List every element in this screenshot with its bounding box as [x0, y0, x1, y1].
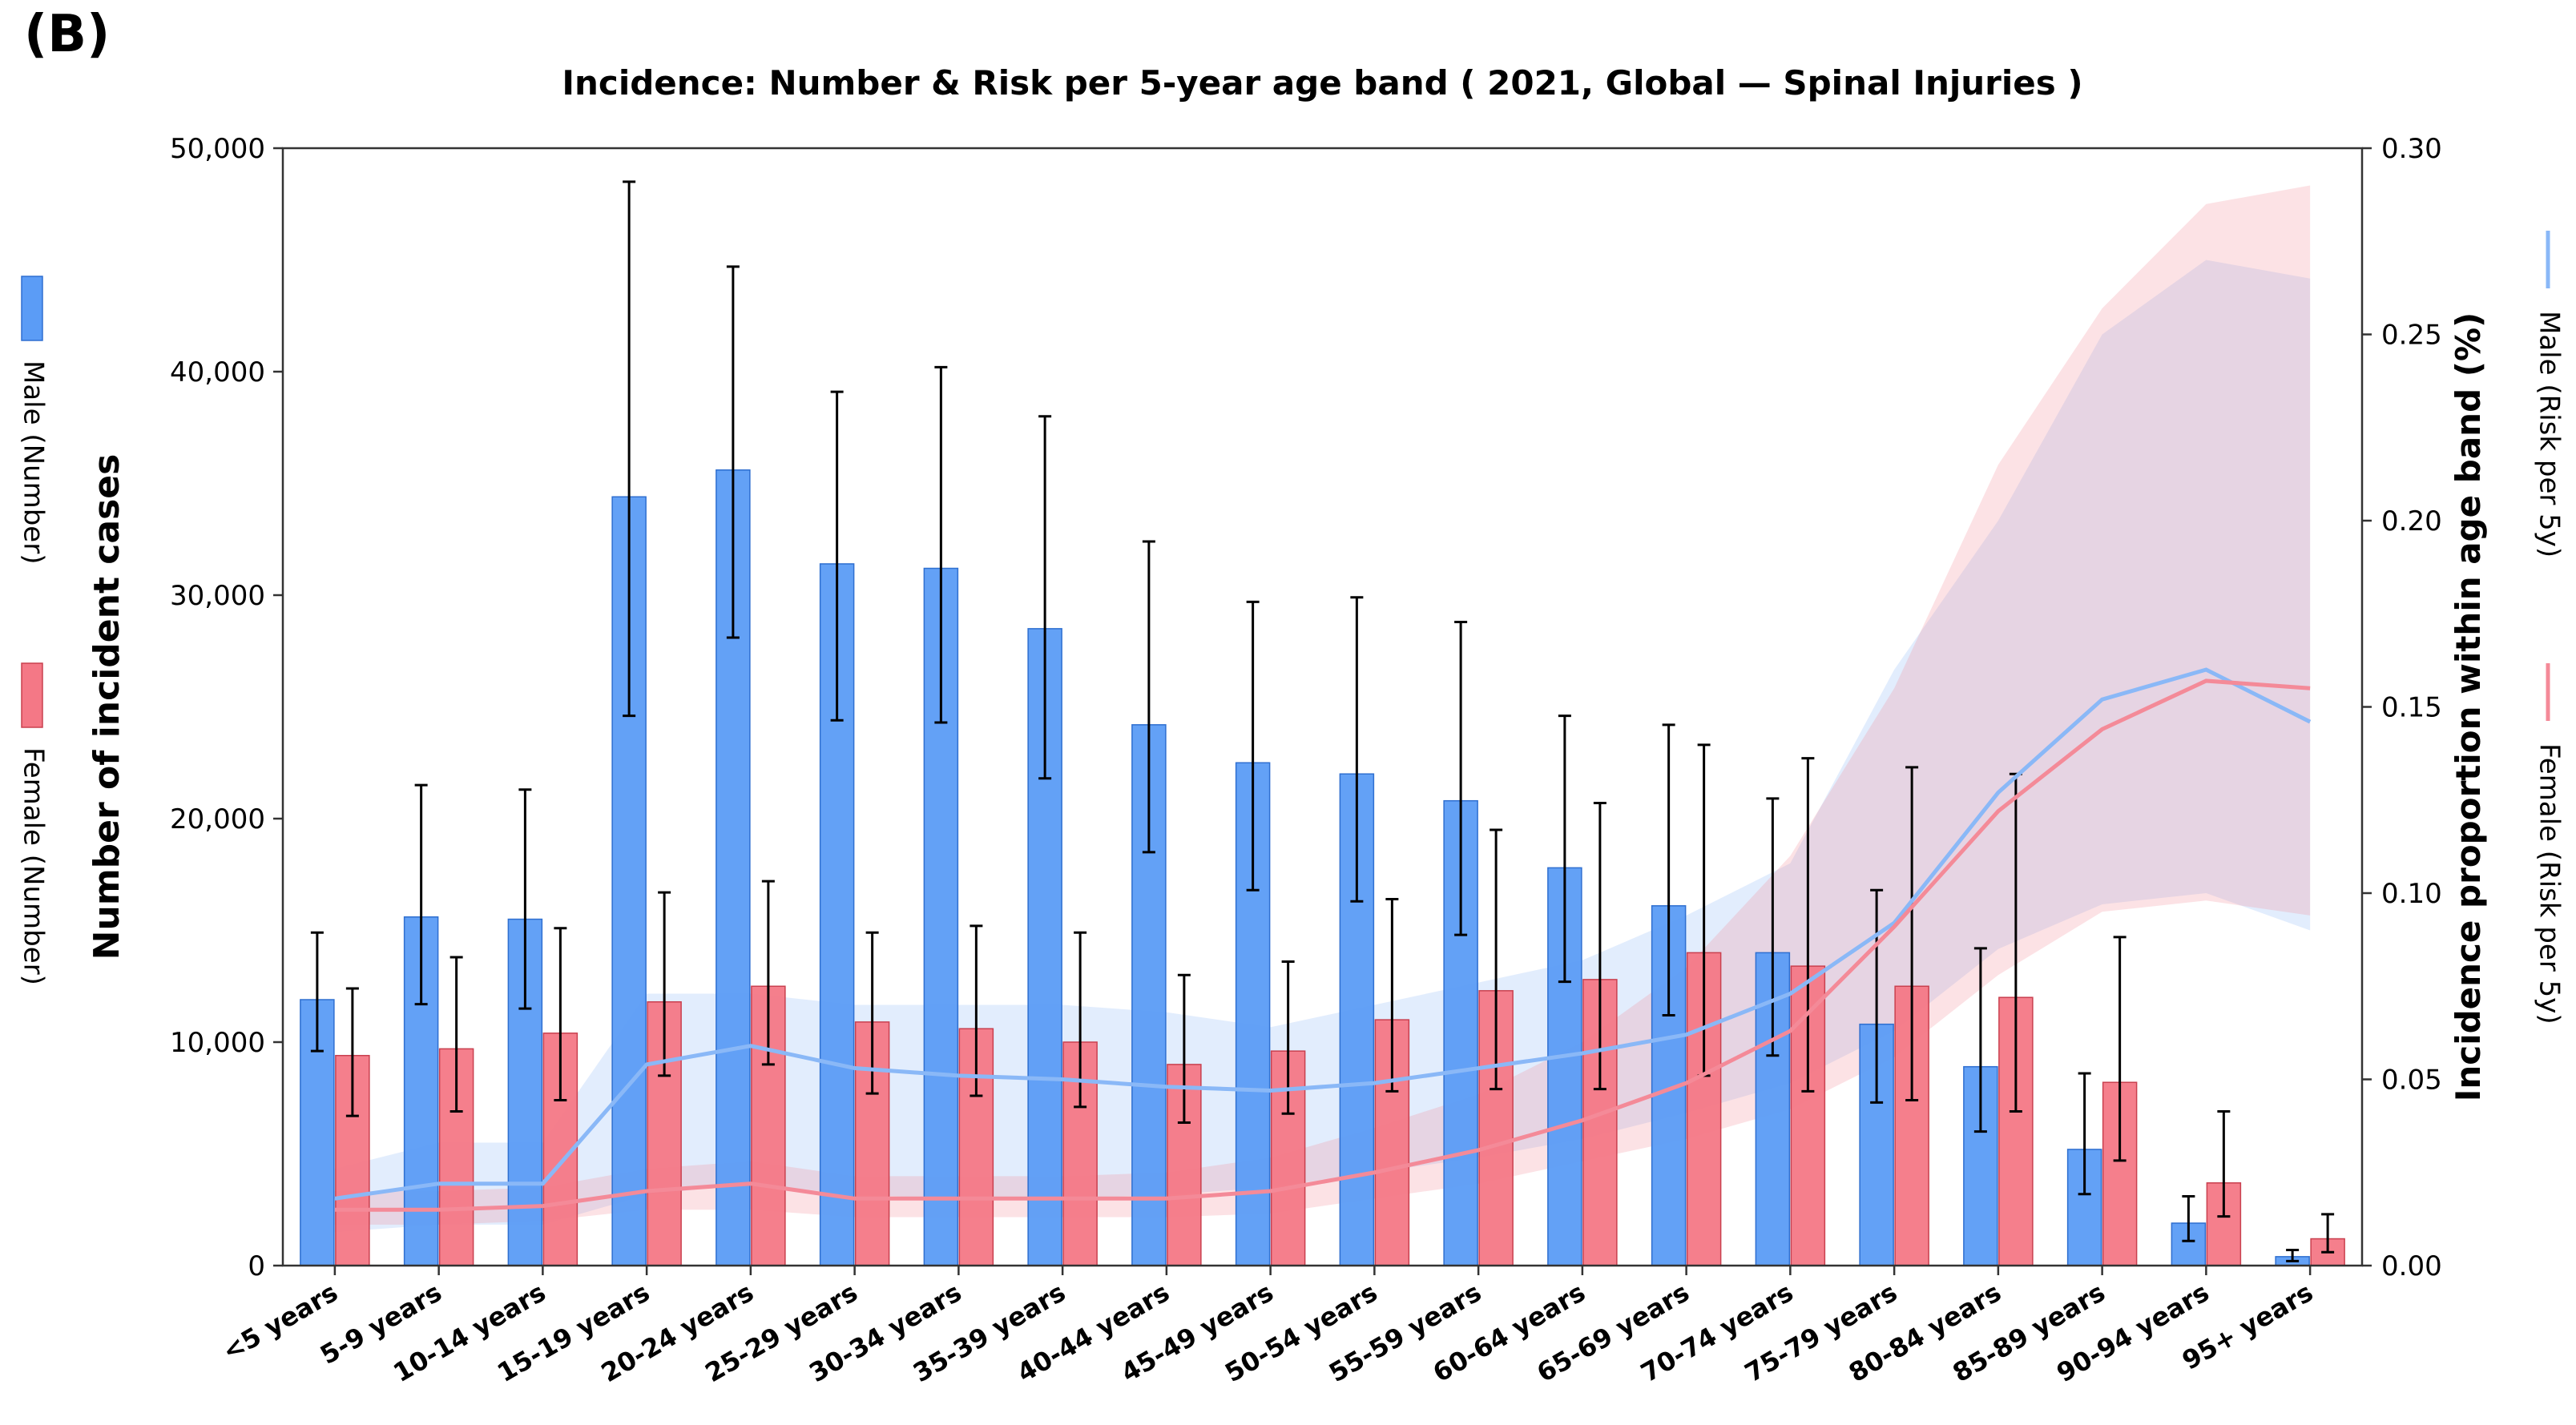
y2-tick-label: 0.00: [2381, 1250, 2442, 1282]
female-legend-label: Female (Number): [18, 747, 50, 985]
female-risk-legend-label: Female (Risk per 5y): [2534, 743, 2566, 1024]
y-tick-label: 50,000: [170, 133, 265, 165]
y2-tick-label: 0.30: [2381, 133, 2442, 165]
error-bars: [310, 180, 2335, 1262]
y2-tick-label: 0.05: [2381, 1065, 2442, 1097]
male-legend-label: Male (Number): [18, 360, 50, 564]
male-bar: [716, 469, 751, 1266]
y-tick-label: 0: [248, 1250, 265, 1282]
y-tick-label: 30,000: [170, 580, 265, 612]
panel-label: (B): [24, 5, 111, 64]
axes: [273, 147, 2372, 1275]
female-legend-swatch: [21, 662, 43, 728]
female-risk-band: [334, 185, 2311, 1225]
y-tick-label: 20,000: [170, 803, 265, 835]
y2-tick-label: 0.15: [2381, 692, 2442, 724]
y2-axis-label: Incidence proportion within age band (%): [2449, 312, 2488, 1101]
y-axis-label: Number of incident cases: [87, 454, 127, 960]
male-legend-swatch: [21, 276, 43, 341]
y2-tick-label: 0.10: [2381, 878, 2442, 910]
y-tick-label: 40,000: [170, 356, 265, 388]
y-tick-label: 10,000: [170, 1027, 265, 1059]
chart-title: Incidence: Number & Risk per 5-year age …: [562, 63, 2082, 103]
male-risk-line: [334, 667, 2312, 1201]
risk-lines: [334, 667, 2312, 1212]
female-risk-line: [334, 678, 2311, 1212]
male-risk-legend-label: Male (Risk per 5y): [2534, 311, 2566, 558]
y2-tick-label: 0.25: [2381, 320, 2442, 352]
y2-tick-label: 0.20: [2381, 505, 2442, 537]
